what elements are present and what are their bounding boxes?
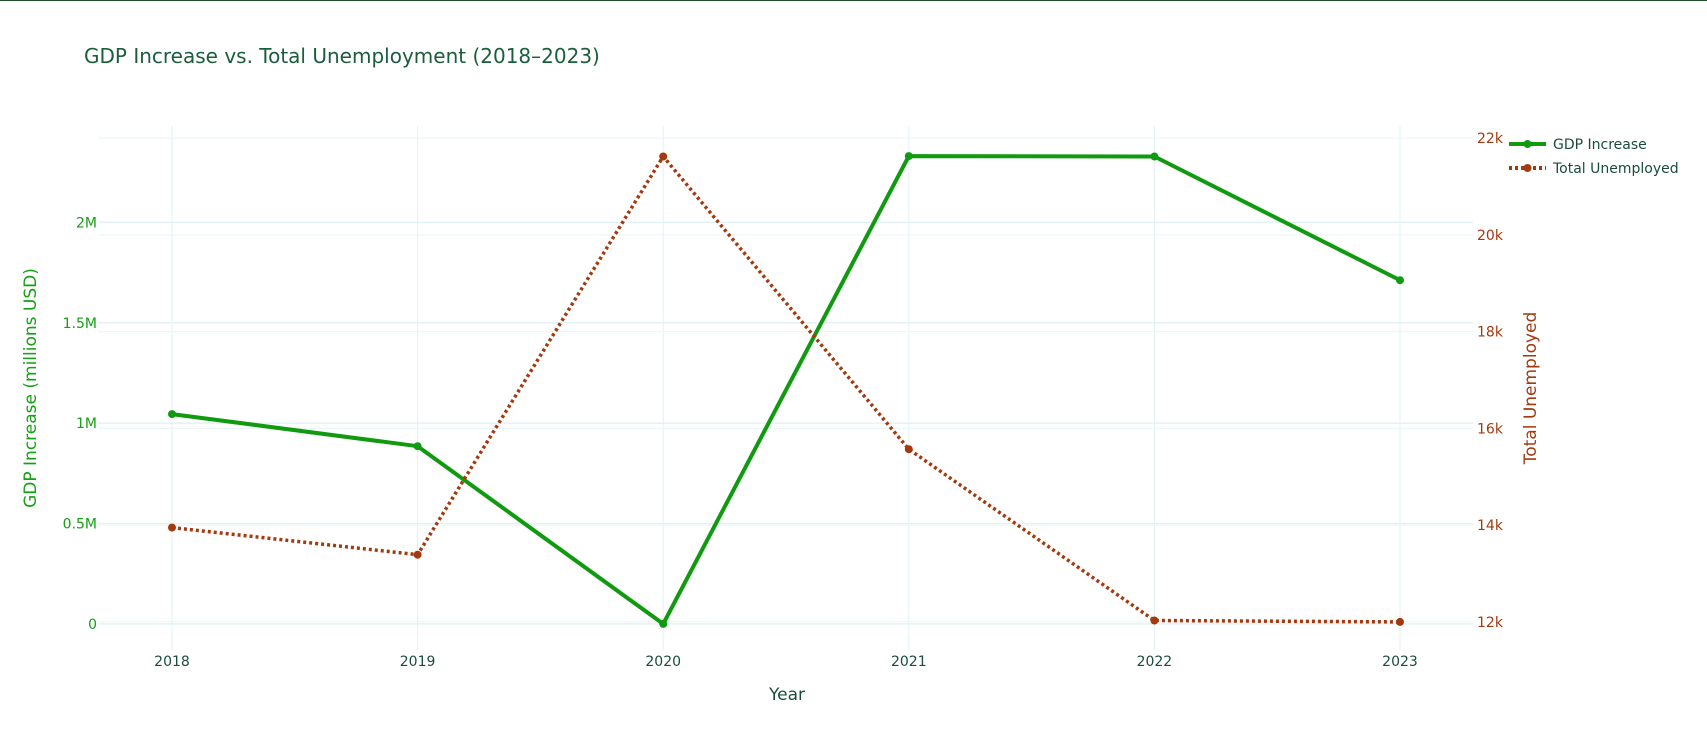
- x-tick-label: 2020: [645, 654, 681, 670]
- data-point-gdp: [1396, 276, 1404, 285]
- y-left-tick-label: 1M: [76, 416, 97, 432]
- y-right-tick-label: 16k: [1477, 421, 1504, 437]
- data-point-unemployed: [1150, 616, 1159, 625]
- data-point-gdp: [659, 619, 668, 628]
- data-point-gdp: [168, 410, 176, 419]
- legend-marker-unemployed: [1523, 164, 1532, 172]
- axis-layer: 2018 2019 2020 2021 2022 2023 0 0.5M 1M 1.5M 2M 12k…: [63, 131, 1504, 670]
- legend-item-unemployed[interactable]: Total Unemployed: [1509, 161, 1679, 177]
- y-left-tick-label: 0.5M: [63, 517, 97, 533]
- legend[interactable]: GDP Increase Total Unemployed: [1509, 137, 1679, 177]
- data-point-unemployed: [413, 550, 422, 559]
- data-point-gdp: [1150, 152, 1159, 161]
- x-axis-title: Year: [768, 685, 805, 705]
- x-tick-label: 2021: [891, 654, 927, 670]
- y-right-tick-label: 14k: [1477, 518, 1504, 534]
- data-point-unemployed: [168, 523, 176, 532]
- data-point-unemployed: [904, 445, 913, 454]
- x-tick-label: 2022: [1137, 654, 1173, 670]
- series-layer: [168, 152, 1404, 628]
- series-line-gdp: [171, 154, 1401, 626]
- y-right-tick-label: 20k: [1477, 228, 1504, 244]
- x-tick-label: 2019: [400, 654, 436, 670]
- grid-layer: [98, 126, 1473, 650]
- chart-title: GDP Increase vs. Total Unemployment (201…: [84, 44, 600, 68]
- legend-label-unemployed: Total Unemployed: [1552, 161, 1679, 177]
- x-tick-label: 2023: [1382, 654, 1418, 670]
- data-point-unemployed: [659, 152, 668, 161]
- data-point-gdp: [904, 152, 913, 161]
- y-left-tick-label: 1.5M: [63, 316, 97, 332]
- y-right-tick-label: 22k: [1477, 131, 1504, 147]
- legend-item-gdp[interactable]: GDP Increase: [1509, 137, 1647, 153]
- x-tick-label: 2018: [154, 654, 190, 670]
- data-point-gdp: [413, 442, 422, 451]
- top-border: [0, 0, 1707, 1]
- legend-marker-gdp: [1523, 140, 1532, 148]
- data-point-unemployed: [1396, 617, 1404, 626]
- y-right-tick-label: 18k: [1477, 325, 1504, 341]
- y-left-tick-label: 2M: [76, 215, 97, 231]
- y-left-tick-label: 0: [88, 617, 97, 633]
- y-axis-left-title: GDP Increase (millions USD): [21, 268, 41, 508]
- legend-label-gdp: GDP Increase: [1553, 137, 1647, 153]
- y-axis-right-title: Total Unemployed: [1521, 312, 1541, 466]
- series-line-unemployed: [171, 154, 1401, 624]
- y-right-tick-label: 12k: [1477, 615, 1504, 631]
